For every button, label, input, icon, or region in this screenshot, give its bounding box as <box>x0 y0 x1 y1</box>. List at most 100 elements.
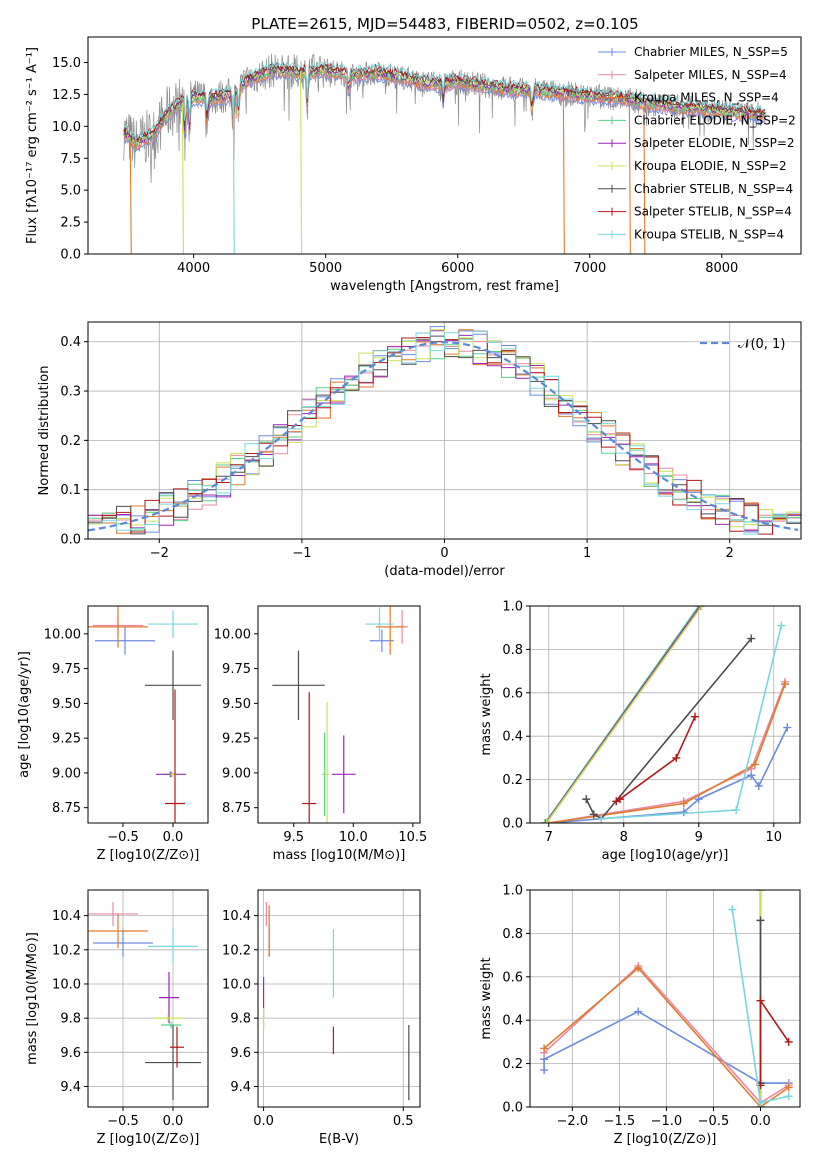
x-tick-label: −0.5 <box>698 1114 730 1129</box>
y-tick-label: 9.6 <box>230 1046 251 1061</box>
y-tick-label: 10.0 <box>52 120 81 135</box>
mass-vs-metallicity-panel: −0.5 0.0 9.4 9.6 9.8 10.0 10.2 10.4 Z [log10(Z/Z… <box>25 889 209 1147</box>
y-tick-label: 10.2 <box>52 943 81 958</box>
axes-frame <box>257 889 421 1108</box>
y-tick-label: 0.0 <box>502 817 523 832</box>
data-point-marker <box>728 905 737 914</box>
y-tick-label: 0.0 <box>60 533 81 548</box>
y-tick-label: 0.3 <box>60 385 81 400</box>
plot-area <box>88 326 801 535</box>
plot-area <box>262 901 410 1101</box>
y-tick-label: 9.25 <box>222 732 251 747</box>
x-tick-label: 5000 <box>309 261 342 276</box>
x-tick-label: −2.0 <box>557 1114 589 1129</box>
x-tick-label: 0.5 <box>393 1114 414 1129</box>
y-tick-label: 0.4 <box>60 335 81 350</box>
x-tick-label: 0.0 <box>163 830 184 845</box>
weight-vs-age-panel: 7 8 9 10 0.0 0.2 0.4 0.6 0.8 1.0 age [log10(age/yr… <box>479 600 801 863</box>
data-point-marker <box>697 606 706 610</box>
legend-label: Salpeter MILES, N_SSP=4 <box>634 68 787 82</box>
x-tick-label: 7 <box>545 830 553 845</box>
y-tick-label: 9.8 <box>60 1012 81 1027</box>
x-tick-label: −0.5 <box>107 830 139 845</box>
y-axis-label: Flux [fλ10⁻¹⁷ erg cm⁻² s⁻¹ A⁻¹] <box>25 47 40 244</box>
data-point-marker <box>784 1037 793 1046</box>
axes-frame <box>87 321 802 540</box>
plot-area <box>540 890 793 1107</box>
y-tick-label: 9.75 <box>52 662 81 677</box>
y-tick-label: 10.00 <box>214 627 251 642</box>
y-tick-label: 0.8 <box>502 927 523 942</box>
y-tick-label: 5.0 <box>60 184 81 199</box>
y-tick-label: 9.25 <box>52 732 81 747</box>
model-spectrum-kroupa-stelib <box>123 61 766 141</box>
data-point-marker <box>542 819 551 823</box>
weight-vs-metallicity-panel: −2.0 −1.5 −1.0 −0.5 0.0 0.0 0.2 0.4 0.6 0.8 1.0 Z [… <box>479 884 801 1147</box>
x-axis-label: mass [log10(M/M⊙)] <box>273 848 406 863</box>
data-point-marker <box>634 1007 643 1016</box>
x-tick-label: 4000 <box>177 261 210 276</box>
data-point-marker <box>540 1044 549 1053</box>
data-point-marker <box>694 795 703 804</box>
data-point-marker <box>756 890 765 894</box>
y-tick-label: 0.6 <box>502 970 523 985</box>
x-tick-label: 6000 <box>441 261 474 276</box>
y-tick-label: 2.5 <box>60 216 81 231</box>
x-tick-label: 2 <box>726 546 734 561</box>
plot-area <box>88 901 201 1101</box>
data-point-marker <box>541 819 550 823</box>
y-tick-label: 9.00 <box>222 766 251 781</box>
weight-line-chabrier-miles <box>548 727 789 823</box>
y-tick-label: 0.2 <box>60 434 81 449</box>
data-point-marker <box>756 1098 765 1107</box>
spectrum-drop-line <box>181 102 184 254</box>
age-vs-metallicity-panel: −0.5 0.0 8.75 9.00 9.25 9.50 9.75 10.00 Z [log10… <box>17 605 209 863</box>
data-point-marker <box>540 1066 549 1075</box>
y-tick-label: 0.6 <box>502 686 523 701</box>
axes-frame <box>529 605 801 824</box>
data-point-marker <box>756 996 765 1005</box>
x-tick-label: 0.0 <box>253 1114 274 1129</box>
data-point-marker <box>747 634 756 643</box>
plot-area <box>541 606 792 823</box>
data-point-marker <box>672 753 681 762</box>
weight-line-salpeter-stelib <box>615 716 696 802</box>
x-tick-label: 10 <box>765 830 782 845</box>
plot-area <box>88 606 201 823</box>
y-axis-label: mass weight <box>479 673 494 755</box>
y-tick-label: 9.75 <box>222 662 251 677</box>
x-tick-label: 8 <box>620 830 628 845</box>
x-axis-label: Z [log10(Z/Z⊙)] <box>97 848 200 863</box>
spectrum-drop-line <box>129 139 132 254</box>
y-tick-label: 15.0 <box>52 56 81 71</box>
y-tick-label: 9.50 <box>52 697 81 712</box>
x-tick-label: 9.5 <box>283 830 304 845</box>
y-tick-label: 10.2 <box>222 943 251 958</box>
x-tick-label: 0 <box>440 546 448 561</box>
y-tick-label: 9.4 <box>60 1080 81 1095</box>
data-point-marker <box>589 810 598 819</box>
y-axis-label: age [log10(age/yr)] <box>17 651 32 778</box>
data-point-marker <box>691 712 699 721</box>
y-tick-label: 9.8 <box>230 1012 251 1027</box>
spectrum-drop-line <box>562 93 565 254</box>
x-axis-label: Z [log10(Z/Z⊙)] <box>614 1132 717 1147</box>
x-tick-label: −1.5 <box>604 1114 636 1129</box>
weight-line-chabrier-stelib <box>585 637 752 820</box>
y-tick-label: 9.6 <box>60 1046 81 1061</box>
data-point-marker <box>732 805 741 814</box>
y-tick-label: 8.75 <box>222 801 251 816</box>
normal-curve-line <box>88 341 799 532</box>
x-axis-label: Z [log10(Z/Z⊙)] <box>97 1132 200 1147</box>
x-tick-label: 1 <box>583 546 591 561</box>
data-point-marker <box>679 808 688 817</box>
x-tick-label: 0.0 <box>163 1114 184 1129</box>
weight-line-kroupa-miles <box>548 683 786 823</box>
y-tick-label: 10.00 <box>44 627 81 642</box>
x-axis-label: (data-model)/error <box>384 564 505 579</box>
y-tick-label: 9.50 <box>222 697 251 712</box>
x-tick-label: 9 <box>695 830 703 845</box>
data-point-marker <box>541 819 549 823</box>
y-tick-label: 8.75 <box>52 801 81 816</box>
figure-title: PLATE=2615, MJD=54483, FIBERID=0502, z=0… <box>251 15 638 33</box>
